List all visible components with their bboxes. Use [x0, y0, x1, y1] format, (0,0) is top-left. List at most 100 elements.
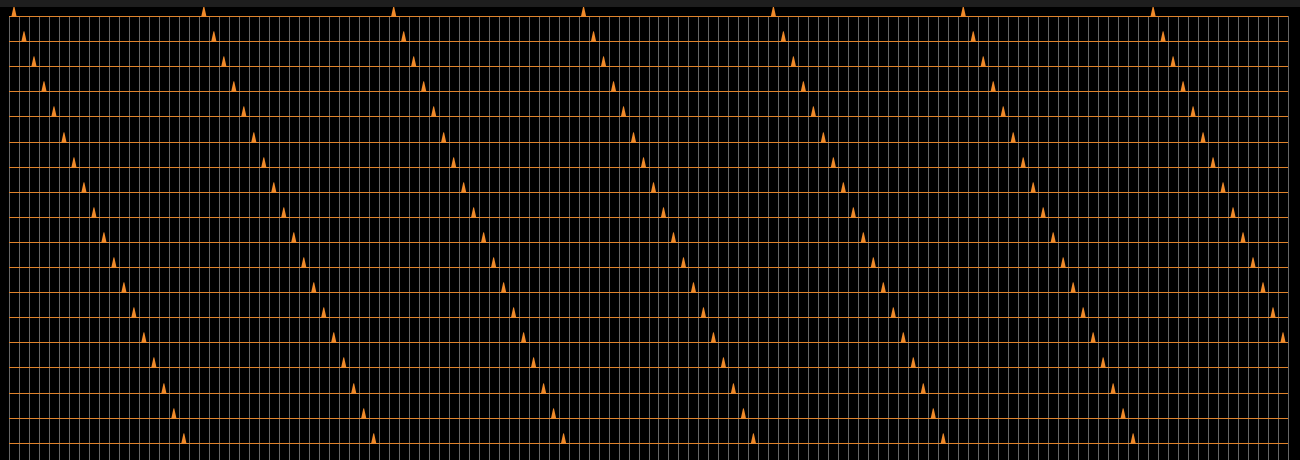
trace-peak — [750, 433, 757, 444]
trace-peak — [1120, 408, 1126, 419]
trace-peak — [480, 232, 487, 243]
trace-peak — [301, 257, 307, 268]
trace-peak — [361, 408, 367, 419]
trace-peak — [181, 433, 187, 444]
trace-peak — [1250, 257, 1256, 268]
trace-peak — [311, 282, 317, 293]
trace-peak — [1180, 81, 1186, 92]
trace-peak — [430, 106, 437, 117]
trace-peak — [890, 307, 897, 318]
trace-peak — [51, 106, 57, 117]
trace-peak — [1130, 433, 1136, 444]
trace-peak — [880, 282, 887, 293]
trace-peak — [400, 31, 407, 42]
trace-peak — [840, 182, 847, 193]
trace-peak — [1020, 157, 1026, 168]
trace-peak — [281, 207, 287, 218]
trace-peak — [171, 408, 177, 419]
trace-peak — [970, 31, 976, 42]
trace-peak — [560, 433, 567, 444]
trace-peak — [141, 332, 147, 343]
trace-peak — [71, 157, 77, 168]
trace-peak — [1190, 106, 1196, 117]
trace-peak — [41, 81, 47, 92]
trace-peak — [11, 7, 17, 17]
trace-peak — [960, 7, 966, 17]
trace-peak — [31, 56, 37, 67]
trace-peak — [620, 106, 627, 117]
trace-peak — [321, 307, 327, 318]
trace-peak — [291, 232, 297, 243]
trace-peak — [590, 31, 597, 42]
trace-peak — [1210, 157, 1216, 168]
top-bar — [0, 0, 1300, 7]
trace-peak — [670, 232, 677, 243]
trace-peak — [580, 7, 587, 17]
trace-peak — [1030, 182, 1036, 193]
trace-peak — [490, 257, 497, 268]
trace-peak — [450, 157, 457, 168]
trace-peak — [271, 182, 277, 193]
trace-peak — [830, 157, 837, 168]
trace-peak — [770, 7, 777, 17]
trace-peak — [920, 383, 926, 394]
trace-peak — [500, 282, 507, 293]
trace-peak — [1150, 7, 1156, 17]
trace-peak — [151, 357, 157, 368]
trace-peak — [900, 332, 906, 343]
trace-peak — [800, 81, 807, 92]
trace-peak — [1010, 132, 1016, 143]
trace-peak — [1060, 257, 1066, 268]
trace-peak — [1280, 332, 1286, 343]
grid-svg — [9, 7, 1289, 460]
trace-peak — [1090, 332, 1096, 343]
trace-peak — [261, 157, 267, 168]
trace-peak — [550, 408, 557, 419]
trace-peak — [1100, 357, 1106, 368]
trace-peak — [630, 132, 637, 143]
trace-peak — [510, 307, 517, 318]
trace-peak — [121, 282, 127, 293]
trace-peak — [730, 383, 737, 394]
trace-peak — [860, 232, 867, 243]
trace-peak — [420, 81, 427, 92]
trace-peak — [680, 257, 687, 268]
trace-peak — [201, 7, 207, 17]
trace-peak — [530, 357, 537, 368]
trace-peak — [520, 332, 527, 343]
trace-peak — [650, 182, 657, 193]
trace-peak — [600, 56, 607, 67]
trace-peak — [790, 56, 797, 67]
trace-peak — [910, 357, 916, 368]
trace-peak — [241, 106, 247, 117]
trace-peak — [351, 383, 357, 394]
trace-peak — [710, 332, 717, 343]
trace-peak — [850, 207, 857, 218]
trace-peak — [1160, 31, 1166, 42]
trace-peak — [1000, 106, 1006, 117]
trace-peak — [870, 257, 877, 268]
trace-peak — [540, 383, 547, 394]
trace-peak — [1170, 56, 1176, 67]
trace-peak — [81, 182, 87, 193]
trace-peak — [460, 182, 467, 193]
trace-peak — [251, 132, 257, 143]
timeline-grid — [0, 7, 1300, 460]
trace-peak — [940, 433, 946, 444]
trace-peak — [780, 31, 787, 42]
trace-peak — [91, 207, 97, 218]
trace-peak — [930, 408, 936, 419]
trace-peak — [470, 207, 477, 218]
trace-peak — [700, 307, 707, 318]
trace-peak — [1220, 182, 1226, 193]
trace-peak — [1040, 207, 1046, 218]
trace-peak — [371, 433, 377, 444]
trace-peak — [1110, 383, 1116, 394]
trace-peak — [101, 232, 107, 243]
trace-peak — [1230, 207, 1236, 218]
trace-peak — [980, 56, 986, 67]
trace-peak — [1080, 307, 1086, 318]
trace-peak — [1260, 282, 1266, 293]
trace-peak — [61, 132, 67, 143]
trace-peak — [720, 357, 727, 368]
